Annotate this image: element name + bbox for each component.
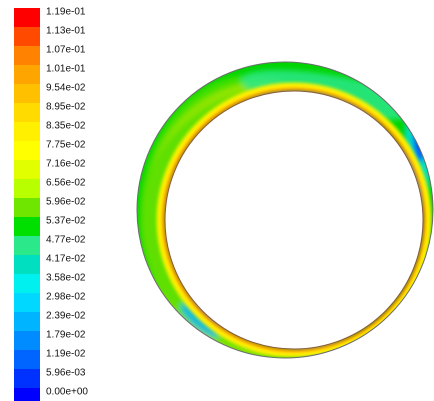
inner-wall-red-band [162,88,426,352]
colorbar-tick-label: 5.96e-02 [46,197,86,208]
colorbar-tick-label: 1.07e-01 [46,45,86,56]
colorbar-tick-label: 1.13e-01 [46,26,86,37]
colorbar-swatch [14,8,40,27]
colorbar-swatch [14,388,40,401]
colorbar-tick-label: 4.77e-02 [46,235,86,246]
colorbar-tick-label: 1.19e-02 [46,349,86,360]
colorbar-swatch [14,217,40,236]
colorbar-tick-label: 9.54e-02 [46,83,86,94]
colorbar-tick-label: 6.56e-02 [46,178,86,189]
colorbar-tick-label: 3.58e-02 [46,273,86,284]
colorbar-swatch [14,198,40,217]
colorbar-swatch [14,236,40,255]
outer-boundary [136,61,434,359]
inner-boundary [164,90,424,350]
colorbar-swatch [14,331,40,350]
colorbar-tick-label: 1.01e-01 [46,64,86,75]
colorbar-tick-label: 1.19e-01 [46,7,86,18]
colorbar-swatch [14,312,40,331]
colorbar-swatch [14,255,40,274]
colorbar-tick-label: 8.95e-02 [46,102,86,113]
colorbar-swatch [14,84,40,103]
colorbar-tick-label: 0.00e+00 [46,387,88,398]
colorbar-swatch [14,103,40,122]
colorbar-swatch [14,46,40,65]
colorbar-swatch [14,65,40,84]
colorbar-tick-label: 4.17e-02 [46,254,86,265]
colorbar-swatch [14,179,40,198]
colorbar-tick-label: 2.39e-02 [46,311,86,322]
colorbar-tick-label: 8.35e-02 [46,121,86,132]
colorbar-swatch [14,141,40,160]
inner-wall-yellow-band [156,82,432,358]
colorbar: 1.19e-01 1.13e-01 1.07e-01 1.01e-01 9.54e-02… [14,7,88,401]
colorbar-swatch [14,122,40,141]
colorbar-tick-label: 1.79e-02 [46,330,86,341]
colorbar-swatch [14,350,40,369]
colorbar-swatch [14,293,40,312]
colorbar-tick-label: 2.98e-02 [46,292,86,303]
colorbar-tick-label: 7.75e-02 [46,140,86,151]
colorbar-swatch [14,274,40,293]
colorbar-tick-label: 7.16e-02 [46,159,86,170]
colorbar-tick-label: 5.96e-03 [46,368,86,379]
colorbar-swatch [14,160,40,179]
colorbar-swatch [14,369,40,388]
colorbar-swatch [14,27,40,46]
colorbar-tick-label: 5.37e-02 [46,216,86,227]
